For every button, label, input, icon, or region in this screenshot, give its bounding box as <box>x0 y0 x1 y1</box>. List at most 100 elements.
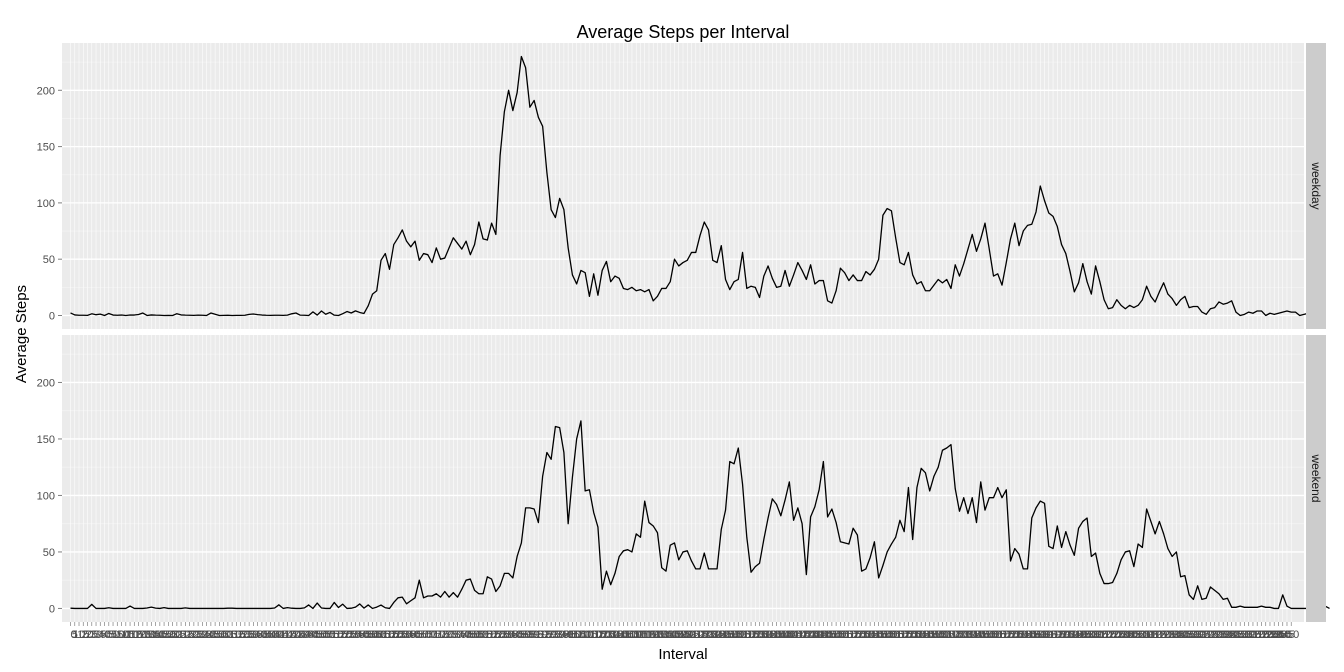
x-tick-label: 2145 <box>1168 629 1192 641</box>
facet-strip <box>1306 43 1326 329</box>
x-tick-label: 400 <box>265 629 283 641</box>
y-tick-label: 50 <box>43 547 55 559</box>
x-tick-label: 2220 <box>1198 629 1222 641</box>
x-tick-label: 325 <box>236 629 254 641</box>
x-tick-label: 830 <box>495 629 513 641</box>
x-tick-label: 1635 <box>905 629 929 641</box>
x-tick-label: 915 <box>533 629 551 641</box>
x-tick-label: 1240 <box>705 629 729 641</box>
x-tick-label: 1845 <box>1015 629 1039 641</box>
x-tick-label: 800 <box>470 629 488 641</box>
x-tick-label: 1255 <box>718 629 742 641</box>
x-tick-label: 740 <box>453 629 471 641</box>
x-tick-label: 2025 <box>1100 629 1124 641</box>
x-tick-label: 1520 <box>841 629 865 641</box>
x-tick-label: 955 <box>567 629 585 641</box>
x-tick-label: 105 <box>117 629 135 641</box>
facet-label-weekend: weekend <box>1309 453 1323 502</box>
x-tick-label: 600 <box>368 629 386 641</box>
x-tick-label: 1725 <box>947 629 971 641</box>
x-tick-label: 1145 <box>658 629 682 641</box>
x-tick-label: 1500 <box>824 629 848 641</box>
x-tick-label: 415 <box>278 629 296 641</box>
x-tick-label: 2115 <box>1143 629 1167 641</box>
x-tick-label: 1405 <box>777 629 801 641</box>
x-tick-label: 2205 <box>1185 629 1209 641</box>
x-tick-label: 2150 <box>1173 629 1197 641</box>
x-tick-label: 2055 <box>1126 629 1150 641</box>
x-tick-label: 1020 <box>586 629 610 641</box>
x-tick-label: 605 <box>372 629 390 641</box>
x-tick-label: 115 <box>126 629 144 641</box>
x-tick-label: 700 <box>419 629 437 641</box>
x-tick-label: 1350 <box>764 629 788 641</box>
x-tick-label: 100 <box>112 629 130 641</box>
x-tick-label: 1650 <box>917 629 941 641</box>
x-tick-label: 1235 <box>701 629 725 641</box>
x-tick-label: 205 <box>168 629 186 641</box>
x-tick-label: 1300 <box>722 629 746 641</box>
x-axis-label: Interval <box>658 646 707 663</box>
x-tick-label: 1430 <box>798 629 822 641</box>
x-tick-label: 1605 <box>879 629 903 641</box>
x-tick-label: 1640 <box>909 629 933 641</box>
x-tick-label: 1815 <box>990 629 1014 641</box>
x-tick-label: 940 <box>555 629 573 641</box>
x-tick-label: 1140 <box>654 629 678 641</box>
facet-strip <box>1306 335 1326 622</box>
x-tick-label: 1600 <box>875 629 899 641</box>
x-tick-label: 1120 <box>637 629 661 641</box>
x-tick-label: 1920 <box>1045 629 1069 641</box>
x-tick-label: 1710 <box>934 629 958 641</box>
x-tick-label: 125 <box>134 629 152 641</box>
x-tick-label: 1245 <box>709 629 733 641</box>
x-tick-label: 1750 <box>968 629 992 641</box>
x-tick-label: 525 <box>338 629 356 641</box>
x-tick-label: 715 <box>431 629 449 641</box>
x-tick-label: 1800 <box>977 629 1001 641</box>
x-tick-label: 1835 <box>1007 629 1031 641</box>
y-tick-label: 200 <box>37 377 55 389</box>
x-tick-label: 110 <box>121 629 139 641</box>
x-tick-label: 855 <box>516 629 534 641</box>
x-tick-label: 945 <box>559 629 577 641</box>
x-tick-label: 650 <box>410 629 428 641</box>
x-tick-label: 520 <box>334 629 352 641</box>
x-tick-label: 555 <box>363 629 381 641</box>
x-tick-label: 450 <box>308 629 326 641</box>
x-tick-label: 850 <box>512 629 530 641</box>
x-tick-label: 1950 <box>1071 629 1095 641</box>
x-tick-label: 135 <box>142 629 160 641</box>
x-tick-label: 1435 <box>803 629 827 641</box>
x-tick-label: 210 <box>172 629 190 641</box>
x-tick-label: 1335 <box>752 629 776 641</box>
x-tick-label: 750 <box>461 629 479 641</box>
x-tick-label: 1610 <box>883 629 907 641</box>
x-tick-label: 2225 <box>1202 629 1226 641</box>
x-tick-label: 1205 <box>675 629 699 641</box>
x-tick-label: 255 <box>210 629 228 641</box>
x-tick-label: 640 <box>402 629 420 641</box>
x-tick-label: 10 <box>73 629 85 641</box>
x-tick-label: 2245 <box>1219 629 1243 641</box>
x-tick-label: 345 <box>253 629 271 641</box>
x-tick-label: 2340 <box>1266 629 1290 641</box>
x-tick-label: 1805 <box>981 629 1005 641</box>
x-tick-label: 1855 <box>1024 629 1048 641</box>
x-tick-label: 2015 <box>1092 629 1116 641</box>
x-tick-label: 2105 <box>1134 629 1158 641</box>
x-tick-label: 615 <box>380 629 398 641</box>
x-tick-label: 1840 <box>1011 629 1035 641</box>
x-tick-label: 0 <box>71 629 77 641</box>
chart-title: Average Steps per Interval <box>577 22 790 42</box>
y-tick-label: 150 <box>37 142 55 154</box>
x-tick-label: 300 <box>214 629 232 641</box>
x-tick-label: 935 <box>550 629 568 641</box>
x-tick-label: 2240 <box>1215 629 1239 641</box>
x-tick-label: 1505 <box>828 629 852 641</box>
x-tick-label: 2235 <box>1211 629 1235 641</box>
x-tick-label: 455 <box>312 629 330 641</box>
x-tick-label: 1450 <box>815 629 839 641</box>
x-tick-label: 540 <box>351 629 369 641</box>
